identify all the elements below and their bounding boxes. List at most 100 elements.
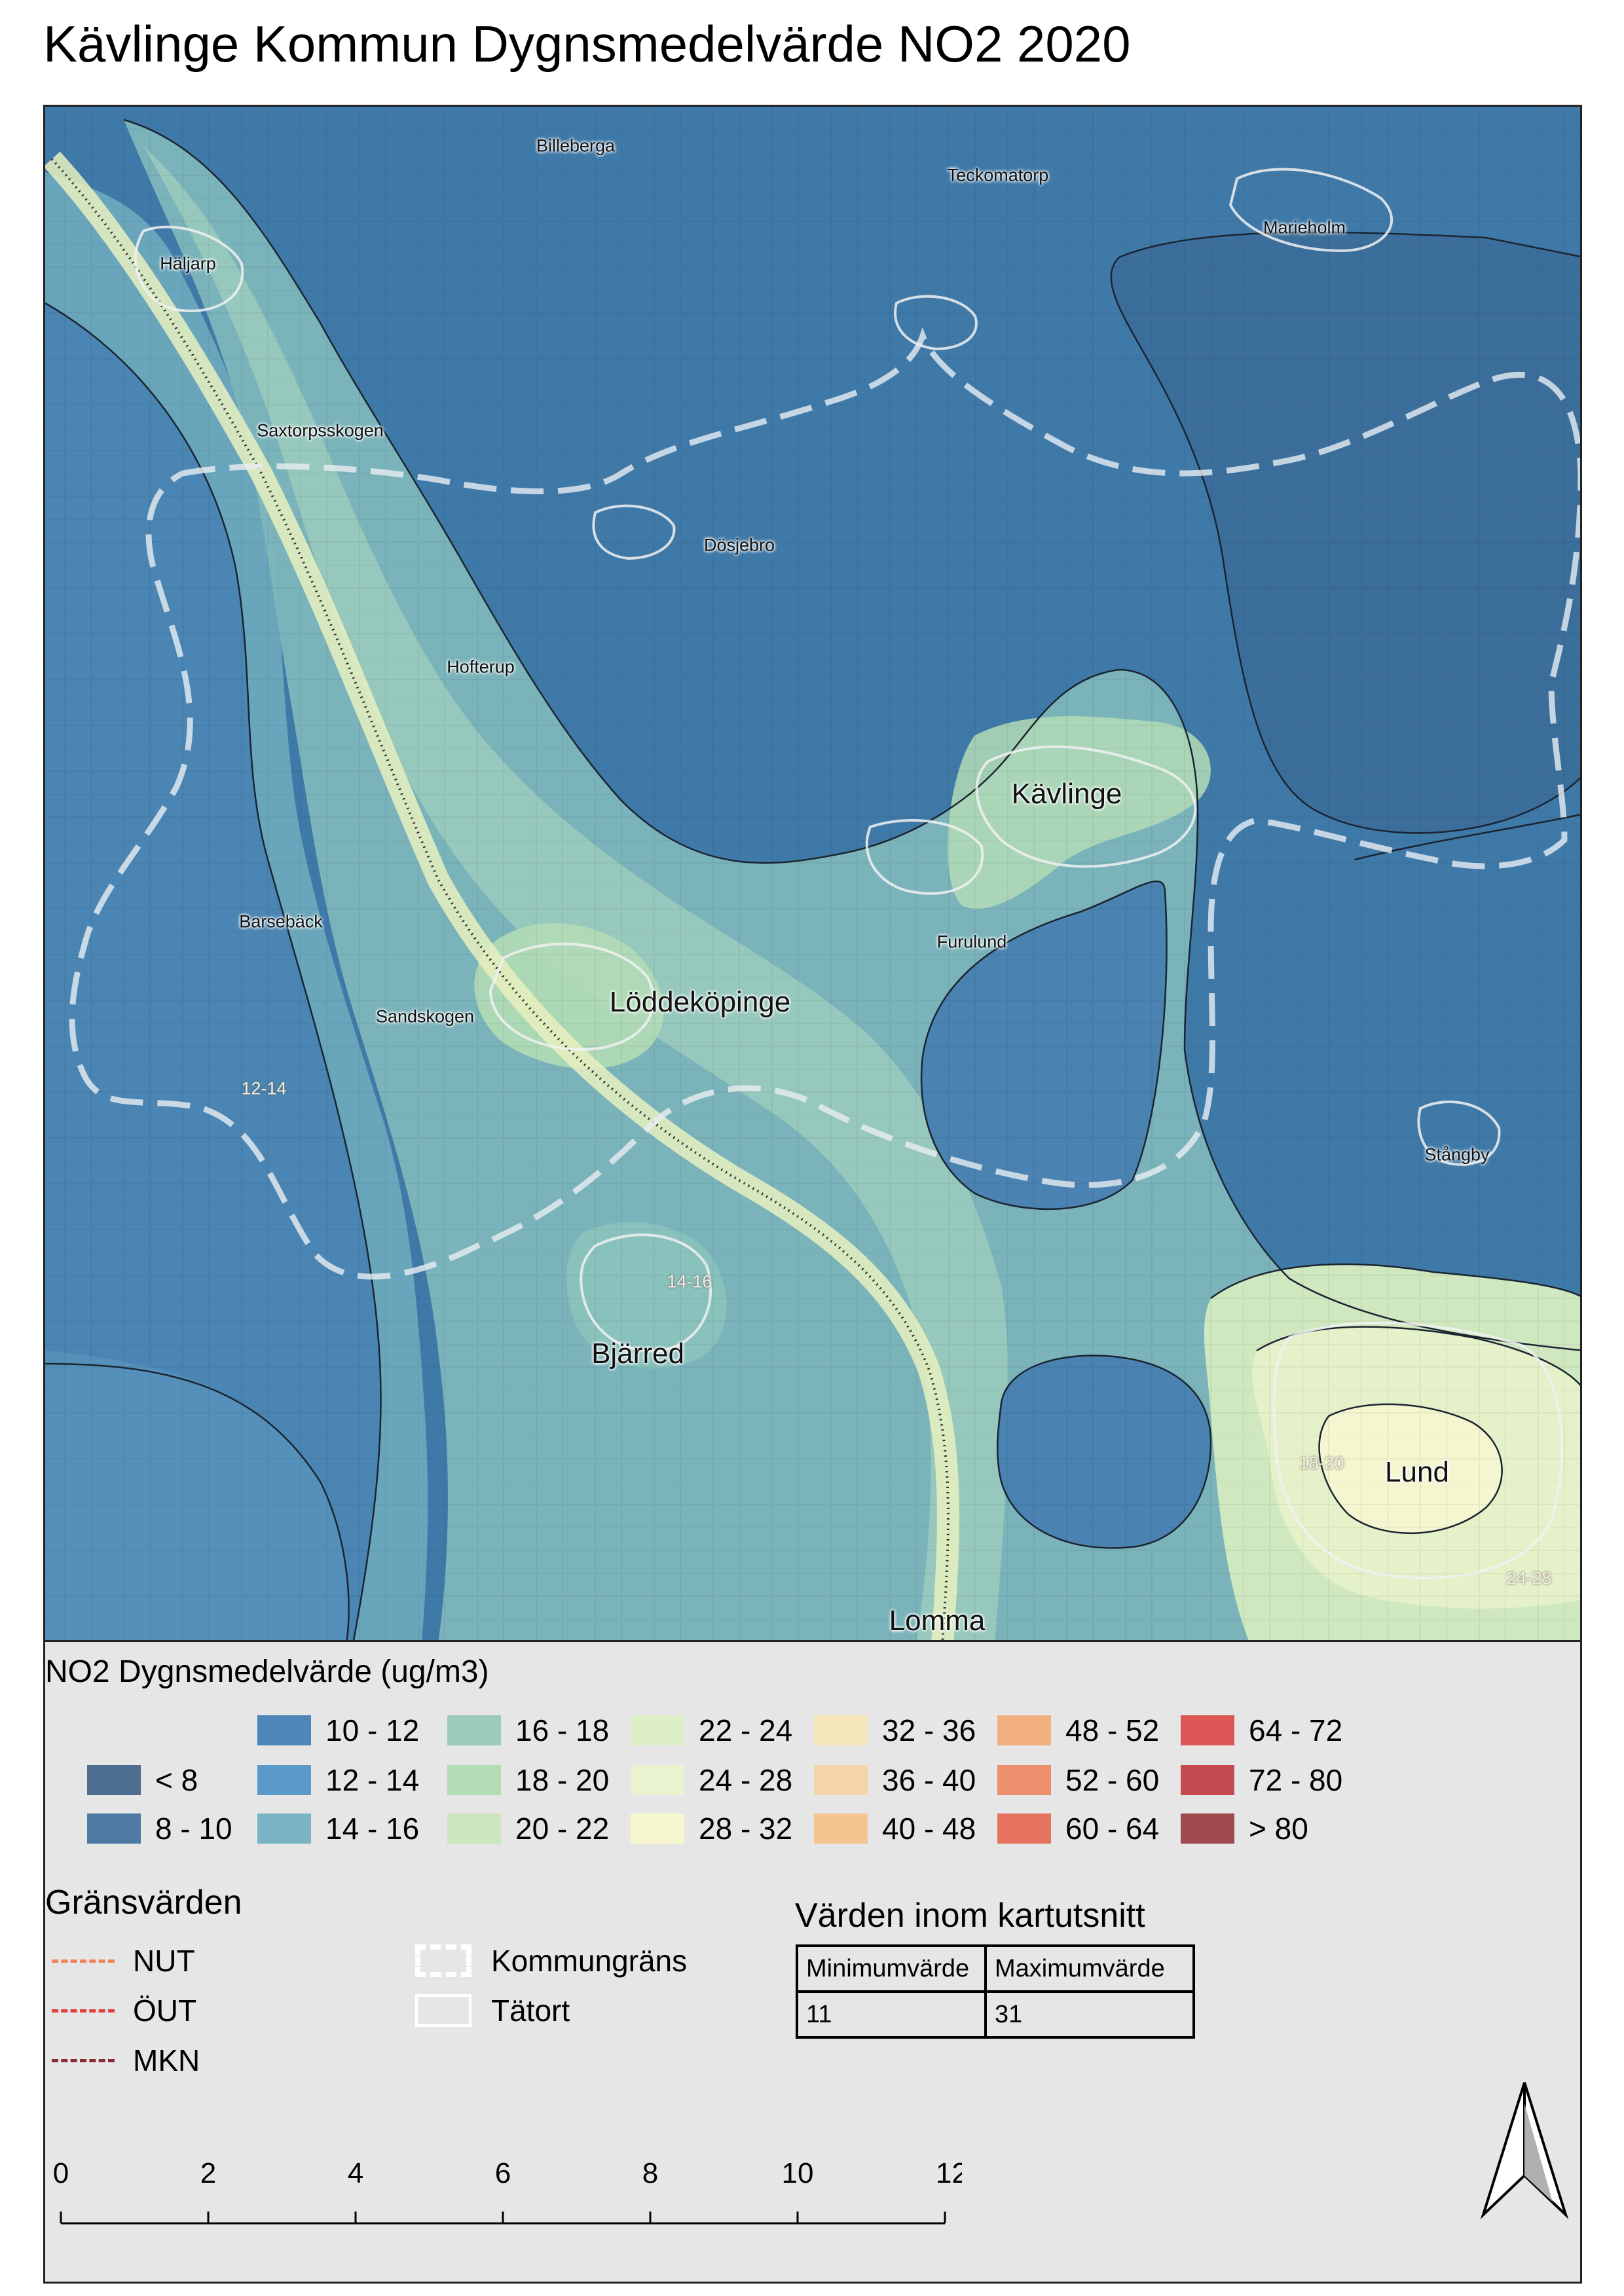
legend-class-label: 60 - 64	[1065, 1812, 1160, 1846]
kommungrans-label: Kommungräns	[491, 1944, 688, 1978]
legend-class-label: 14 - 16	[325, 1812, 420, 1846]
legend-class-item: 28 - 32	[631, 1811, 792, 1846]
legend-class-label: 64 - 72	[1249, 1713, 1343, 1747]
place-label-löddeköpinge: Löddeköpinge	[609, 986, 791, 1018]
scale-tick-label: 8	[642, 2157, 658, 2189]
extent-title: Värden inom kartutsnitt	[795, 1897, 1145, 1935]
limit-label: ÖUT	[133, 1994, 197, 2028]
place-label-marieholm: Marieholm	[1263, 217, 1346, 238]
legend-class-item: 8 - 10	[87, 1811, 232, 1846]
highway-centerline	[50, 158, 950, 1640]
legend-class-swatch	[814, 1813, 868, 1844]
legend-class-item: < 8	[87, 1762, 198, 1798]
contour-label: 18-20	[1299, 1453, 1344, 1473]
legend-class-label: 72 - 80	[1249, 1763, 1343, 1797]
legend-class-item: 12 - 14	[257, 1762, 419, 1798]
legend-class-item: 72 - 80	[1181, 1762, 1342, 1798]
legend-class-item: 60 - 64	[997, 1811, 1159, 1846]
place-label-stångby: Stångby	[1424, 1144, 1490, 1165]
scale-tick-label: 10	[782, 2157, 814, 2189]
limits-title: Gränsvärden	[45, 1884, 242, 1922]
extent-value-max: 31	[984, 1990, 1195, 2039]
legend-class-item: 18 - 20	[447, 1762, 609, 1798]
place-label-lund: Lund	[1385, 1456, 1449, 1488]
legend-class-label: 10 - 12	[325, 1713, 420, 1747]
kommungrans-legend-item: Kommungräns	[415, 1943, 687, 1978]
extent-value-min: 11	[796, 1990, 987, 2039]
legend-class-item: 20 - 22	[447, 1811, 609, 1846]
map-canvas[interactable]: Billeberga Teckomatorp Marieholm Häljarp Sax…	[43, 105, 1582, 1642]
scale-tick-label: 6	[495, 2157, 511, 2189]
legend-class-swatch	[1181, 1813, 1234, 1844]
scale-tick-label: 0	[53, 2157, 69, 2189]
legend-class-label: 16 - 18	[515, 1713, 610, 1747]
legend-class-label: > 80	[1249, 1812, 1308, 1846]
kommungrans-symbol	[415, 1944, 471, 1977]
north-arrow-icon	[1480, 2082, 1569, 2219]
place-label-barsebäck: Barsebäck	[239, 911, 323, 932]
scale-tick-label: 4	[348, 2157, 363, 2189]
legend-class-swatch	[1181, 1715, 1234, 1745]
contour-label: 12-14	[241, 1078, 287, 1099]
no2-concentration-map	[45, 107, 1580, 1640]
legend-class-swatch	[997, 1813, 1051, 1844]
limit-line-symbol	[52, 2058, 115, 2062]
place-label-lomma: Lomma	[889, 1605, 986, 1637]
kommungrans-boundary	[69, 327, 1580, 1280]
legend-class-swatch	[257, 1765, 311, 1795]
legend-class-swatch	[257, 1715, 311, 1745]
legend-class-item: 48 - 52	[997, 1713, 1159, 1748]
contour-label: 14-16	[667, 1271, 712, 1292]
legend-class-swatch	[87, 1765, 141, 1795]
legend-class-label: 8 - 10	[155, 1812, 232, 1846]
legend-class-label: 52 - 60	[1065, 1763, 1160, 1797]
map-title: Kävlinge Kommun Dygnsmedelvärde NO2 2020	[43, 15, 1131, 73]
tatort-label: Tätort	[491, 1994, 570, 2028]
extent-table: Minimumvärde Maximumvärde 11 31	[796, 1944, 1195, 2039]
legend-class-swatch	[87, 1813, 141, 1844]
place-label-hofterup: Hofterup	[447, 657, 515, 677]
legend-class-swatch	[814, 1765, 868, 1795]
legend-class-label: 28 - 32	[699, 1812, 793, 1846]
limit-legend-item: ÖUT	[52, 1993, 196, 2028]
legend-class-swatch	[447, 1813, 501, 1844]
scale-bar: 0 2 4 6 8 10 12 km	[53, 2157, 962, 2225]
contour-label: 24-28	[1506, 1568, 1552, 1588]
legend-class-label: 48 - 52	[1065, 1713, 1160, 1747]
place-label-billeberga: Billeberga	[536, 136, 616, 156]
place-label-furulund: Furulund	[936, 932, 1007, 952]
legend-class-item: 52 - 60	[997, 1762, 1159, 1798]
place-label-teckomatorp: Teckomatorp	[947, 165, 1049, 185]
contour-lines	[45, 118, 1580, 1640]
legend-class-item: 24 - 28	[631, 1762, 792, 1798]
legend-class-item: > 80	[1181, 1811, 1308, 1846]
aerial-texture	[45, 107, 1580, 1640]
legend-class-swatch	[631, 1765, 684, 1795]
place-label-bjärred: Bjärred	[591, 1338, 684, 1370]
legend-class-item: 36 - 40	[814, 1762, 976, 1798]
limit-line-symbol	[52, 2009, 115, 2013]
legend-class-swatch	[997, 1765, 1051, 1795]
place-label-saxtorpsskogen: Saxtorpsskogen	[257, 420, 384, 441]
legend-class-item: 10 - 12	[257, 1713, 419, 1748]
legend-class-label: 32 - 36	[882, 1713, 976, 1747]
legend-class-label: 12 - 14	[325, 1763, 420, 1797]
legend-class-swatch	[1181, 1765, 1234, 1795]
limit-label: MKN	[133, 2043, 200, 2077]
legend-class-swatch	[447, 1715, 501, 1745]
tatort-symbol	[415, 1994, 471, 2027]
place-label-häljarp: Häljarp	[160, 253, 216, 274]
extent-header-min: Minimumvärde	[796, 1944, 987, 1993]
place-label-sandskogen: Sandskogen	[375, 1006, 475, 1027]
scale-tick-label: 2	[200, 2157, 216, 2189]
extent-header-max: Maximumvärde	[984, 1944, 1195, 1993]
place-label-kävlinge: Kävlinge	[1011, 778, 1122, 810]
legend-class-label: 18 - 20	[515, 1763, 610, 1797]
limit-label: NUT	[133, 1944, 195, 1978]
legend-class-swatch	[257, 1813, 311, 1844]
scale-tick-label: 12 km	[936, 2157, 962, 2189]
legend-class-label: 40 - 48	[882, 1812, 976, 1846]
legend-class-swatch	[997, 1715, 1051, 1745]
legend-class-item: 14 - 16	[257, 1811, 419, 1846]
legend-title: NO2 Dygnsmedelvärde (ug/m3)	[45, 1654, 489, 1689]
